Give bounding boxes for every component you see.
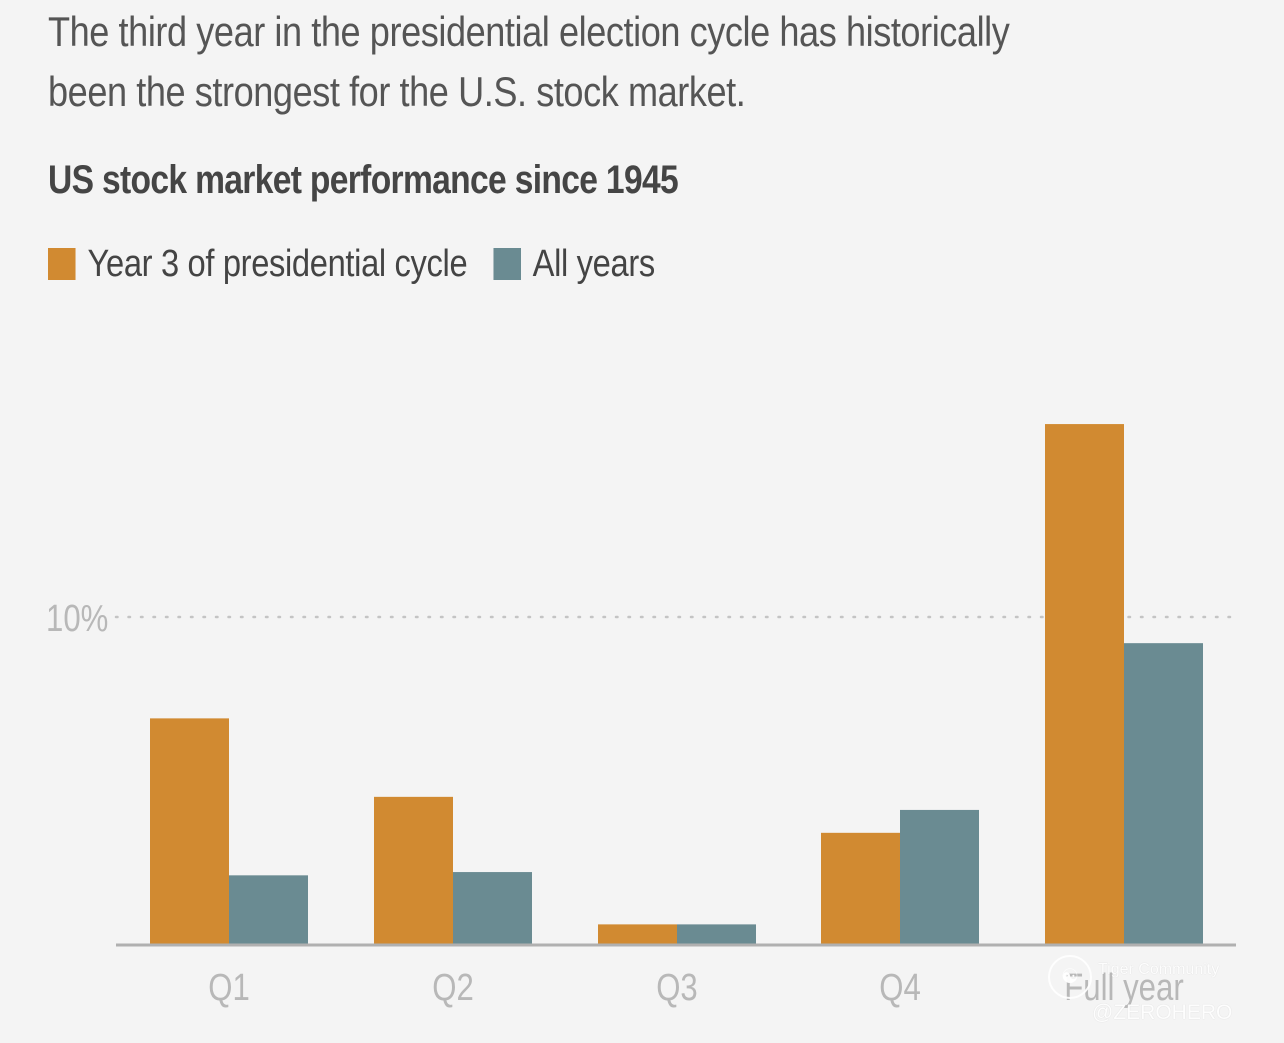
legend-item-year3: Year 3 of presidential cycle xyxy=(48,242,468,286)
chart-title: US stock market performance since 1945 xyxy=(48,158,679,202)
x-tick-label-full-year: Full year xyxy=(1064,967,1183,1009)
bar-year3-full-year xyxy=(1045,424,1124,944)
legend-label-all-years: All years xyxy=(532,242,656,285)
legend-item-all-years: All years xyxy=(493,243,655,286)
bar-year3-q1 xyxy=(150,718,229,944)
legend-swatch-all-years xyxy=(493,248,521,280)
bar-all-years-q3 xyxy=(677,924,756,944)
bar-all-years-full-year xyxy=(1124,643,1203,944)
x-tick-label-q4: Q4 xyxy=(879,967,921,1009)
bar-year3-q3 xyxy=(598,924,677,944)
chart-subtitle: The third year in the presidential elect… xyxy=(48,8,1010,115)
legend-swatch-year3 xyxy=(48,248,76,280)
bar-all-years-q1 xyxy=(229,875,308,944)
legend-label-year3: Year 3 of presidential cycle xyxy=(87,242,468,285)
y-tick-label: 10% xyxy=(46,598,108,640)
legend: Year 3 of presidential cycle All years xyxy=(48,240,681,288)
x-tick-label-q1: Q1 xyxy=(208,967,250,1009)
x-tick-label-q3: Q3 xyxy=(656,967,698,1009)
bar-year3-q2 xyxy=(374,796,453,944)
bar-all-years-q4 xyxy=(900,809,979,944)
bar-all-years-q2 xyxy=(453,872,532,944)
x-tick-label-q2: Q2 xyxy=(432,967,474,1009)
bar-year3-q4 xyxy=(821,832,900,944)
